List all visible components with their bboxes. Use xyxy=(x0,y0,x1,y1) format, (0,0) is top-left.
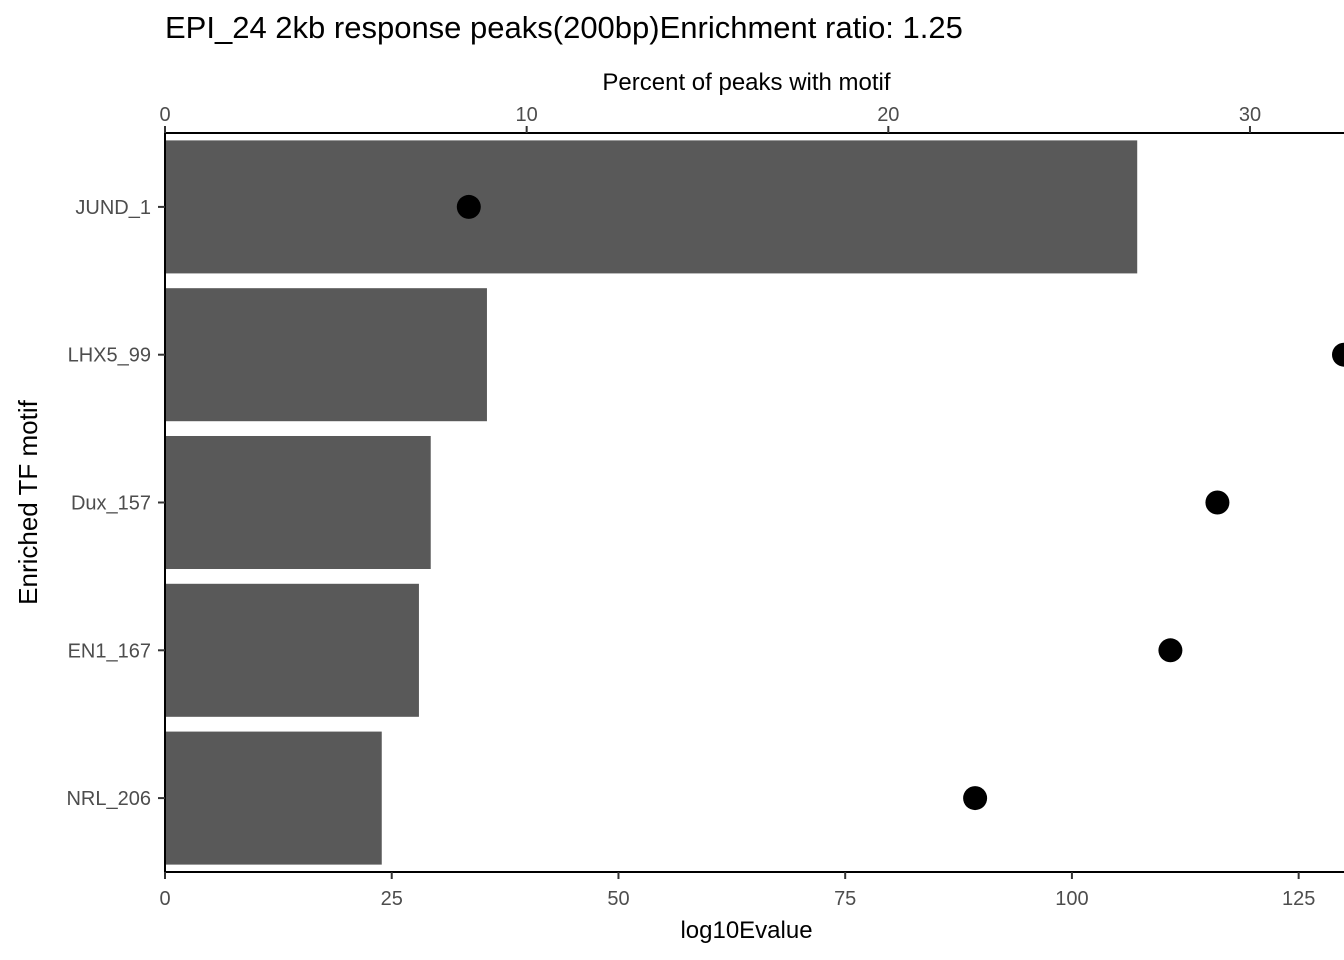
point-jund-1 xyxy=(456,194,481,219)
bottom-tick-label: 25 xyxy=(381,888,403,910)
bar-nrl-206 xyxy=(165,731,382,865)
bottom-tick-label: 0 xyxy=(159,888,170,910)
y-tick-label: LHX5_99 xyxy=(68,345,151,367)
chart-title: EPI_24 2kb response peaks(200bp)Enrichme… xyxy=(165,10,963,45)
bottom-tick-label: 50 xyxy=(607,888,629,910)
top-tick-label: 10 xyxy=(516,104,538,126)
y-tick-label: JUND_1 xyxy=(75,197,151,219)
x-axis-title-top: Percent of peaks with motif xyxy=(602,69,890,96)
y-tick-label: EN1_167 xyxy=(68,640,151,662)
point-en1-167 xyxy=(1158,638,1183,663)
y-axis-title: Enriched TF motif xyxy=(13,399,43,604)
point-lhx5-99 xyxy=(1332,342,1344,367)
bar-dux-157 xyxy=(165,435,431,570)
bar-lhx5-99 xyxy=(165,288,487,422)
point-dux-157 xyxy=(1205,490,1230,515)
bar-jund-1 xyxy=(165,140,1138,274)
y-tick-label: Dux_157 xyxy=(71,493,151,515)
bottom-tick-label: 125 xyxy=(1282,888,1315,910)
x-axis-title-bottom: log10Evalue xyxy=(680,917,812,944)
top-tick-label: 20 xyxy=(877,104,899,126)
bar-en1-167 xyxy=(165,583,419,717)
bottom-tick-label: 75 xyxy=(834,888,856,910)
top-tick-label: 0 xyxy=(159,104,170,126)
bottom-tick-label: 100 xyxy=(1055,888,1088,910)
point-nrl-206 xyxy=(963,786,988,811)
top-tick-label: 30 xyxy=(1239,104,1261,126)
y-tick-label: NRL_206 xyxy=(66,788,151,810)
